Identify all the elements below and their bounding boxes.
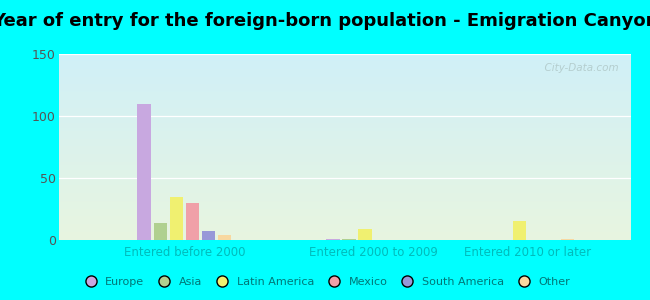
Bar bbox=[185, 203, 199, 240]
Bar bbox=[170, 196, 183, 240]
Text: Year of entry for the foreign-born population - Emigration Canyon: Year of entry for the foreign-born popul… bbox=[0, 12, 650, 30]
Legend: Europe, Asia, Latin America, Mexico, South America, Other: Europe, Asia, Latin America, Mexico, Sou… bbox=[75, 273, 575, 291]
Bar bbox=[202, 231, 215, 240]
Bar bbox=[513, 221, 526, 240]
Bar bbox=[358, 229, 372, 240]
Bar bbox=[326, 239, 340, 240]
Text: City-Data.com: City-Data.com bbox=[538, 63, 619, 73]
Bar bbox=[343, 239, 356, 240]
Bar bbox=[153, 223, 167, 240]
Bar bbox=[218, 235, 231, 240]
Bar bbox=[138, 103, 151, 240]
Bar bbox=[561, 239, 575, 240]
